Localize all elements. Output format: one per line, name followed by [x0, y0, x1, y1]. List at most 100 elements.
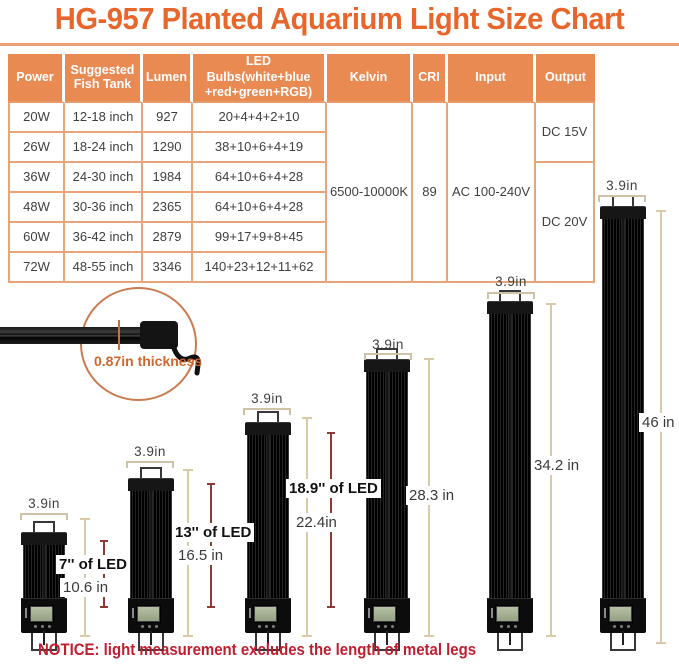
power-cell: 26W — [8, 132, 65, 163]
lumen-cell: 2365 — [143, 192, 193, 223]
metal-legs-bottom — [31, 631, 57, 651]
lumen-cell: 927 — [143, 102, 193, 133]
metal-leg-hook-icon — [170, 344, 201, 376]
lcd-controller — [21, 598, 67, 633]
table-row: 72W 48-55 inch 3346 140+23+12+11+62 — [8, 252, 595, 283]
cri-value: 89 — [413, 102, 448, 283]
table-row: 20W 12-18 inch 927 20+4+4+2+10 6500-1000… — [8, 102, 595, 283]
total-length-label: 22.4in — [293, 513, 340, 532]
end-cap — [21, 532, 67, 545]
thickness-label: 0.87in thickness — [94, 353, 203, 369]
total-length-label: 10.6 in — [60, 578, 112, 597]
width-label: 3.9in — [134, 444, 166, 459]
lcd-screen — [30, 606, 53, 622]
light-body — [247, 435, 289, 598]
power-cell: 20W — [8, 102, 65, 133]
lcd-controller — [487, 598, 533, 633]
tank-cell: 24-30 inch — [65, 162, 143, 193]
lumen-cell: 1984 — [143, 162, 193, 193]
total-length-label: 34.2 in — [531, 456, 583, 475]
led-length-label: 7'' of LED — [56, 555, 130, 574]
width-label: 3.9in — [28, 496, 60, 511]
table-row: 48W 30-36 inch 2365 64+10+6+4+28 — [8, 192, 595, 223]
total-length-line — [80, 518, 90, 637]
bulbs-cell: 64+10+6+4+28 — [193, 192, 327, 223]
table-header-row: Power Suggested Fish Tank Lumen LED Bulb… — [8, 54, 595, 103]
bulbs-cell: 140+23+12+11+62 — [193, 252, 327, 283]
led-length-line — [207, 483, 215, 608]
col-header-power: Power — [8, 54, 65, 103]
power-cell: 60W — [8, 222, 65, 253]
col-header-cri: CRI — [413, 54, 448, 103]
col-header-bulbs: LED Bulbs(white+blue +red+green+RGB) — [193, 54, 327, 103]
width-label: 3.9in — [606, 178, 638, 193]
thickness-tick — [118, 320, 120, 350]
col-header-output: Output — [536, 54, 595, 103]
metal-legs-bottom — [610, 631, 636, 651]
width-bracket — [598, 195, 646, 202]
width-bracket — [364, 353, 412, 360]
page-title: HG-957 Planted Aquarium Light Size Chart — [54, 1, 625, 36]
col-header-kelvin: Kelvin — [327, 54, 413, 103]
power-cell: 36W — [8, 162, 65, 193]
end-cap — [364, 359, 410, 372]
lumen-cell: 1290 — [143, 132, 193, 163]
light-bar-20w — [21, 521, 67, 651]
lcd-screen — [254, 606, 277, 622]
lcd-controller — [245, 598, 291, 633]
lcd-screen — [496, 606, 519, 622]
bulbs-cell: 64+10+6+4+28 — [193, 162, 327, 193]
metal-legs-bottom — [138, 631, 164, 651]
metal-legs-bottom — [374, 631, 400, 651]
table-row: 60W 36-42 inch 2879 99+17+9+8+45 — [8, 222, 595, 253]
lcd-screen — [373, 606, 396, 622]
led-length-line — [100, 540, 108, 608]
tank-cell: 18-24 inch — [65, 132, 143, 163]
bulbs-cell: 99+17+9+8+45 — [193, 222, 327, 253]
light-bar-72w — [600, 195, 646, 651]
lcd-controller — [128, 598, 174, 633]
width-label: 3.9in — [495, 274, 527, 289]
metal-legs-top — [33, 521, 55, 532]
lumen-cell: 2879 — [143, 222, 193, 253]
notice-text: NOTICE: light measurement excludes the l… — [38, 640, 477, 659]
width-bracket — [126, 461, 174, 468]
tank-cell: 30-36 inch — [65, 192, 143, 223]
title-underline — [0, 43, 679, 46]
power-cell: 48W — [8, 192, 65, 223]
total-length-label: 28.3 in — [406, 486, 458, 505]
col-header-tank: Suggested Fish Tank — [65, 54, 143, 103]
power-cell: 72W — [8, 252, 65, 283]
light-bar-48w — [364, 348, 410, 651]
metal-legs-bottom — [255, 631, 281, 651]
input-value: AC 100-240V — [448, 102, 536, 283]
end-cap — [600, 206, 646, 219]
light-bar-60w — [487, 290, 533, 651]
col-header-lumen: Lumen — [143, 54, 193, 103]
lcd-screen — [137, 606, 160, 622]
bulbs-cell: 20+4+4+2+10 — [193, 102, 327, 133]
width-bracket — [243, 408, 291, 415]
width-label: 3.9in — [372, 337, 404, 352]
lcd-screen — [609, 606, 632, 622]
light-side-profile — [0, 327, 146, 344]
width-bracket — [487, 292, 535, 299]
tank-cell: 48-55 inch — [65, 252, 143, 283]
table-row: 36W 24-30 inch 1984 64+10+6+4+28 DC 20V — [8, 162, 595, 283]
light-body — [130, 491, 172, 598]
table-row: 26W 18-24 inch 1290 38+10+6+4+19 — [8, 132, 595, 163]
output-value-20v: DC 20V — [536, 162, 595, 283]
led-length-label: 18.9'' of LED — [286, 479, 381, 498]
end-cap — [245, 422, 291, 435]
light-bar-36w — [245, 411, 291, 651]
light-body — [489, 314, 531, 598]
light-body — [602, 219, 644, 598]
total-length-label: 46 in — [639, 413, 678, 432]
tank-cell: 12-18 inch — [65, 102, 143, 133]
metal-legs-top — [499, 290, 521, 301]
kelvin-value: 6500-10000K — [327, 102, 413, 283]
lumen-cell: 3346 — [143, 252, 193, 283]
col-header-input: Input — [448, 54, 536, 103]
light-bar-26w — [128, 467, 174, 651]
